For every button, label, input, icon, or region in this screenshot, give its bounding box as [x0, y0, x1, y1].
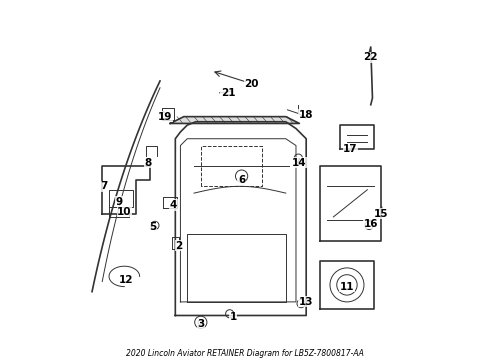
Text: 1: 1 [229, 312, 237, 322]
Text: 11: 11 [340, 282, 354, 292]
Polygon shape [170, 117, 299, 123]
Text: 12: 12 [119, 275, 133, 285]
Text: 2020 Lincoln Aviator RETAINER Diagram for LB5Z-7800817-AA: 2020 Lincoln Aviator RETAINER Diagram fo… [126, 350, 364, 359]
Text: 16: 16 [364, 219, 378, 229]
Text: 22: 22 [364, 52, 378, 62]
Text: 15: 15 [374, 208, 388, 219]
Text: 8: 8 [145, 158, 152, 167]
Text: 4: 4 [170, 200, 177, 210]
Text: 10: 10 [117, 207, 132, 217]
Text: 2: 2 [175, 241, 182, 251]
Text: 20: 20 [245, 79, 259, 89]
Text: 13: 13 [299, 297, 314, 307]
Text: 21: 21 [221, 88, 235, 98]
Text: 14: 14 [292, 158, 307, 167]
Text: 5: 5 [149, 222, 157, 232]
Text: 9: 9 [116, 197, 123, 207]
Text: 3: 3 [197, 319, 204, 329]
Text: 6: 6 [238, 175, 245, 185]
Text: 18: 18 [299, 110, 314, 120]
Text: 17: 17 [343, 144, 358, 154]
Text: 19: 19 [158, 112, 172, 122]
Text: 7: 7 [100, 181, 108, 191]
